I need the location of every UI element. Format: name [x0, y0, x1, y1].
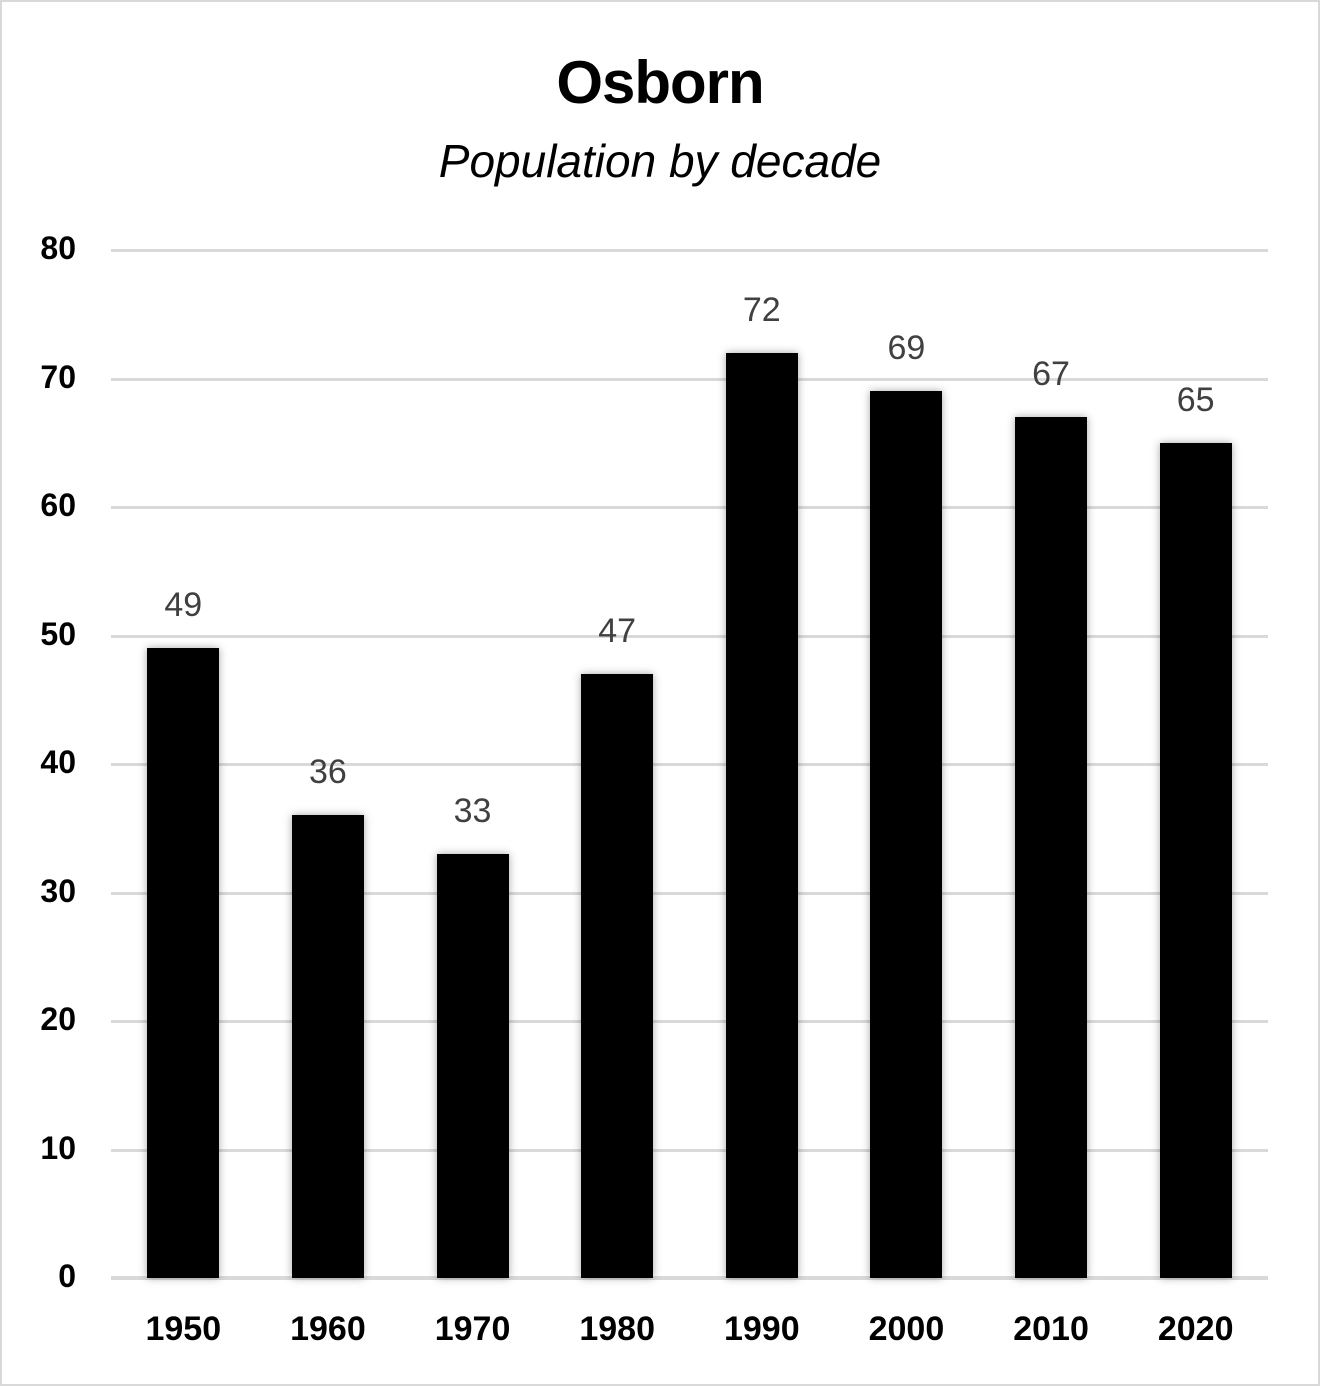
x-tick-label: 2010 — [1013, 1310, 1089, 1348]
bar-1990 — [725, 352, 798, 1278]
bar-2020 — [1159, 442, 1232, 1278]
x-tick-label: 1980 — [579, 1310, 655, 1348]
bar-1970 — [436, 853, 509, 1278]
bar-1950 — [147, 648, 220, 1278]
x-tick-label: 1970 — [434, 1310, 511, 1348]
gridline — [111, 1148, 1268, 1152]
chart-title: Osborn — [556, 49, 764, 116]
gridline — [111, 634, 1268, 638]
y-tick-label: 60 — [40, 487, 76, 523]
y-tick-label: 40 — [40, 744, 76, 780]
data-label: 49 — [164, 586, 203, 625]
x-tick-label: 2000 — [868, 1310, 945, 1348]
y-tick-label: 10 — [40, 1129, 76, 1166]
x-axis-line — [111, 1276, 1268, 1280]
chart-subtitle: Population by decade — [438, 135, 882, 187]
y-tick-label: 0 — [58, 1258, 76, 1294]
data-label: 67 — [1032, 355, 1070, 394]
y-tick-label: 50 — [40, 615, 76, 652]
bar-2010 — [1015, 417, 1088, 1278]
x-tick-label: 1950 — [145, 1310, 222, 1348]
x-tick-label: 1990 — [723, 1310, 800, 1348]
y-tick-label: 70 — [40, 358, 76, 395]
gridline — [111, 377, 1268, 381]
gridline — [111, 891, 1268, 895]
data-label: 36 — [309, 753, 347, 792]
bar-2000 — [870, 391, 943, 1278]
bar-1960 — [291, 815, 364, 1278]
gridline — [111, 249, 1268, 252]
y-tick-label: 80 — [40, 230, 76, 266]
data-label: 72 — [742, 290, 781, 329]
x-tick-label: 2020 — [1157, 1310, 1234, 1348]
data-label: 33 — [453, 791, 492, 830]
gridline — [111, 763, 1268, 766]
y-tick-label: 20 — [40, 1001, 76, 1037]
data-label: 69 — [887, 329, 926, 368]
y-tick-label: 30 — [40, 872, 76, 909]
gridline — [111, 1020, 1268, 1023]
gridline — [111, 506, 1268, 509]
data-label: 47 — [598, 612, 637, 651]
bar-1980 — [581, 674, 654, 1278]
data-label: 65 — [1176, 380, 1215, 419]
x-tick-label: 1960 — [290, 1310, 366, 1348]
